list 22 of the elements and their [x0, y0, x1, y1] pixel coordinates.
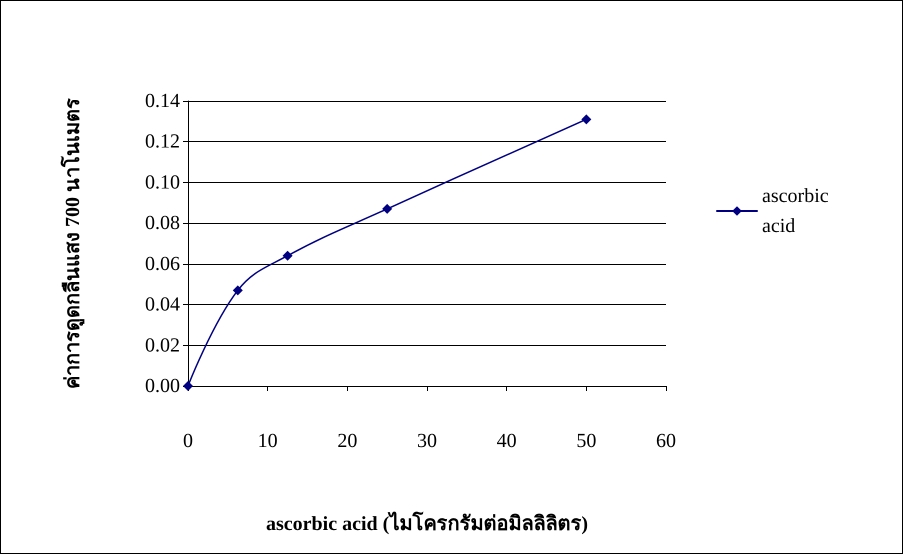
y-tick-label: 0.00 [145, 375, 180, 397]
point [382, 204, 392, 214]
y-tick-label: 0.14 [145, 90, 180, 112]
y-tick-label: 0.06 [145, 252, 180, 275]
x-tick-label: 60 [656, 430, 676, 452]
y-tick-label: 0.12 [145, 130, 180, 153]
y-tick-label: 0.10 [145, 171, 180, 194]
x-axis-title: ascorbic acid (ไมโครกรัมต่อมิลลิลิตร) [266, 511, 588, 535]
x-tick-label: 50 [576, 430, 596, 452]
x-tick-label: 0 [183, 430, 193, 452]
x-tick-label: 20 [337, 430, 358, 452]
x-tick-label: 40 [496, 430, 517, 452]
y-tick-label: 0.02 [145, 334, 180, 356]
point [232, 285, 243, 296]
x-tick-label: 30 [417, 430, 437, 452]
y-axis-title: ค่าการดูดกลืนแสง 700 นาโนเมตร [60, 98, 86, 389]
legend-label: ascorbic acid [762, 185, 834, 237]
point [581, 114, 592, 124]
x-tick-label: 10 [258, 430, 278, 452]
y-tick-label: 0.04 [145, 294, 180, 316]
point [282, 250, 293, 261]
y-tick-label: 0.08 [145, 212, 180, 234]
